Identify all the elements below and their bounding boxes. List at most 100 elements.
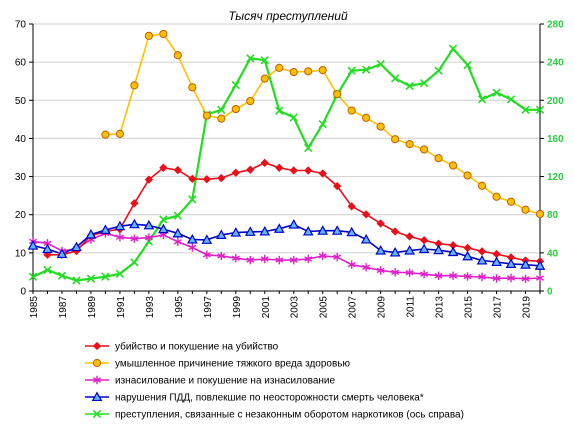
- data-point: [188, 174, 197, 184]
- data-point: [231, 253, 240, 263]
- data-point: [27, 240, 39, 250]
- data-point: [159, 29, 168, 39]
- data-point: [360, 233, 372, 244]
- data-point-stroke: [521, 276, 530, 282]
- data-point: [130, 199, 139, 208]
- data-point: [275, 63, 284, 72]
- data-point-stroke: [115, 269, 125, 279]
- data-point: [56, 248, 68, 259]
- data-point: [521, 274, 530, 283]
- data-point-stroke: [463, 273, 472, 280]
- y-tick-label-left: 10: [15, 248, 27, 259]
- y-tick-label-left: 60: [15, 58, 27, 69]
- data-point: [217, 251, 226, 261]
- data-point-stroke: [478, 274, 487, 280]
- legend-label: убийство и покушение на убийство: [115, 341, 279, 353]
- data-point-stroke: [347, 261, 356, 268]
- data-point: [405, 268, 414, 277]
- x-tick-label: 1985: [29, 296, 40, 319]
- series-layer: [27, 29, 546, 285]
- x-tick-label: 2015: [464, 296, 475, 319]
- data-point: [217, 173, 226, 183]
- data-point: [260, 74, 269, 83]
- data-point-stroke: [130, 258, 139, 267]
- data-point: [115, 233, 124, 242]
- data-point: [115, 269, 125, 279]
- data-point-stroke: [173, 239, 182, 245]
- data-point: [520, 259, 531, 269]
- data-point-stroke: [159, 232, 168, 238]
- y-tick-label-left: 50: [15, 96, 27, 107]
- data-point: [143, 219, 155, 230]
- data-point: [362, 113, 371, 122]
- data-point: [492, 192, 501, 201]
- data-point: [101, 272, 110, 281]
- data-point-stroke: [93, 377, 101, 383]
- data-point: [202, 175, 211, 184]
- data-point: [273, 223, 285, 233]
- data-point: [130, 258, 139, 267]
- x-tick-label: 2019: [522, 296, 533, 319]
- x-tick-label: 2011: [406, 296, 417, 318]
- data-point: [478, 272, 487, 282]
- data-point: [158, 223, 169, 234]
- data-point: [347, 202, 356, 211]
- data-point: [172, 227, 184, 238]
- x-tick-label: 1987: [58, 296, 69, 319]
- data-point: [275, 106, 284, 115]
- data-point: [317, 225, 329, 235]
- data-point: [304, 67, 313, 76]
- data-point: [535, 209, 545, 219]
- data-point-stroke: [405, 269, 414, 276]
- data-point: [376, 59, 385, 69]
- data-point: [376, 219, 385, 228]
- data-point: [144, 175, 154, 184]
- y-tick-label-left: 70: [15, 20, 27, 31]
- data-point-stroke: [188, 195, 197, 204]
- data-point-stroke: [43, 265, 52, 275]
- data-point: [463, 171, 472, 180]
- data-point: [130, 81, 139, 90]
- data-point-stroke: [72, 276, 81, 285]
- data-point: [476, 254, 488, 265]
- data-point-stroke: [362, 264, 371, 271]
- data-point: [506, 95, 516, 104]
- data-point: [347, 260, 356, 269]
- series-markers-3: [27, 218, 546, 270]
- y-tick-label-left: 30: [15, 172, 27, 183]
- y-tick-label-left: 0: [20, 287, 26, 298]
- data-point: [114, 220, 126, 231]
- data-point: [376, 122, 385, 131]
- data-point: [346, 226, 358, 237]
- data-point: [246, 255, 255, 265]
- x-tick-label: 1997: [203, 296, 214, 319]
- x-tick-label: 2007: [348, 296, 359, 319]
- data-point: [419, 78, 429, 88]
- axes: 0 10 20 30 40 50 60 70 0 40 80 120 160 200 240 280 1985 1…: [15, 20, 564, 319]
- data-point: [289, 67, 298, 77]
- data-point: [492, 88, 501, 97]
- data-point: [347, 106, 356, 115]
- data-point: [93, 375, 101, 385]
- data-point: [418, 243, 430, 254]
- data-point: [318, 119, 327, 129]
- data-point: [347, 66, 356, 75]
- data-point: [173, 51, 182, 60]
- data-point: [391, 135, 400, 144]
- data-point: [230, 227, 242, 237]
- data-point-stroke: [28, 272, 38, 281]
- data-point-stroke: [507, 275, 516, 281]
- data-point: [231, 104, 240, 114]
- data-point-stroke: [159, 215, 168, 224]
- data-point-stroke: [506, 95, 516, 104]
- grid: [33, 23, 540, 292]
- data-point-stroke: [246, 54, 255, 63]
- data-point-stroke: [202, 252, 211, 258]
- data-point-stroke: [536, 275, 544, 281]
- data-point: [318, 66, 327, 75]
- y-tick-label-right: 200: [547, 96, 564, 107]
- data-point: [202, 250, 211, 259]
- data-point-stroke: [231, 255, 240, 261]
- data-point: [448, 44, 458, 53]
- data-point: [535, 105, 545, 114]
